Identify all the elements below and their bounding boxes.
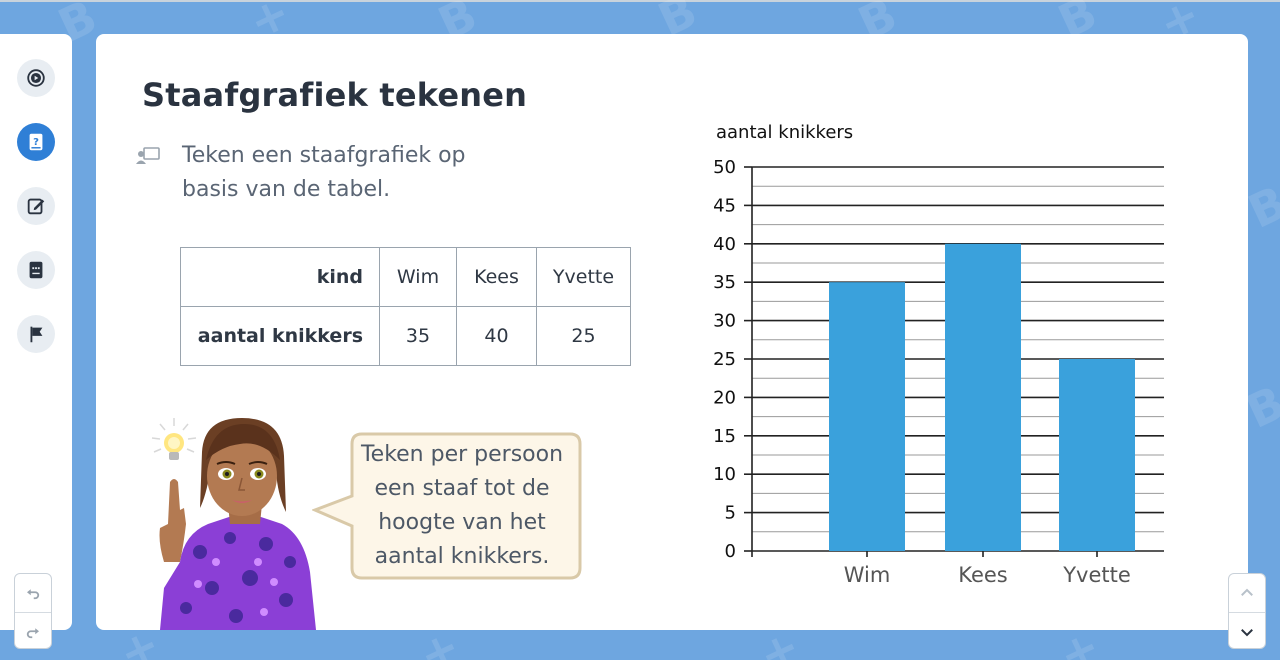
keyboard-book-icon xyxy=(29,261,43,279)
chevron-down-icon xyxy=(1241,628,1253,636)
girl-illustration xyxy=(151,418,316,630)
question-book-icon: ? xyxy=(29,133,43,151)
table-cell-name: Yvette xyxy=(536,247,631,307)
table-row: aantal knikkers 35 40 25 xyxy=(180,306,631,366)
table-row: kind Wim Kees Yvette xyxy=(180,247,631,307)
x-tick-label: Kees xyxy=(958,563,1008,587)
bar-kees xyxy=(945,243,1021,552)
y-tick-label: 50 xyxy=(713,157,736,178)
sidebar-item-play[interactable] xyxy=(17,59,55,97)
top-border xyxy=(0,0,1280,2)
undo-icon xyxy=(27,589,40,600)
speech-bubble-text: Teken per persoon een staaf tot de hoogt… xyxy=(360,442,564,569)
bar-wim xyxy=(829,282,905,551)
scroll-up-button[interactable] xyxy=(1229,574,1265,612)
sidebar-item-book[interactable] xyxy=(17,251,55,289)
y-tick-label: 10 xyxy=(713,464,736,485)
y-tick-label: 25 xyxy=(713,349,736,370)
table-cell-value: 40 xyxy=(456,306,537,366)
scroll-buttons xyxy=(1228,573,1266,649)
scroll-down-button[interactable] xyxy=(1229,612,1265,650)
chevron-up-icon xyxy=(1241,588,1253,596)
y-tick-label: 20 xyxy=(713,387,736,408)
table-header-count: aantal knikkers xyxy=(180,306,380,366)
play-circle-icon xyxy=(27,69,45,87)
flag-icon xyxy=(30,326,43,343)
undo-button[interactable] xyxy=(15,574,51,612)
y-tick-label: 15 xyxy=(713,426,736,447)
undo-redo-group xyxy=(14,573,52,649)
table-cell-name: Kees xyxy=(456,247,537,307)
data-table: kind Wim Kees Yvette aantal knikkers 35 … xyxy=(180,247,631,366)
y-tick-label: 35 xyxy=(713,272,736,293)
sidebar-item-question[interactable]: ? xyxy=(17,123,55,161)
lightbulb-icon xyxy=(151,418,197,460)
table-cell-value: 35 xyxy=(379,306,457,366)
page-title: Staafgrafiek tekenen xyxy=(142,76,528,114)
bar-chart: aantal knikkers 0 5 10 15 20 25 30 35 40 45 50 Wim… xyxy=(713,122,1164,587)
bar-yvette xyxy=(1059,359,1135,551)
y-tick-label: 40 xyxy=(713,234,736,255)
speech-bubble xyxy=(312,432,582,580)
sidebar: ? xyxy=(0,34,72,630)
x-tick-label: Yvette xyxy=(1062,563,1131,587)
y-axis-label: aantal knikkers xyxy=(716,122,853,143)
redo-button[interactable] xyxy=(15,612,51,650)
table-cell-name: Wim xyxy=(379,247,457,307)
table-header-kind: kind xyxy=(180,247,380,307)
sidebar-item-edit[interactable] xyxy=(17,187,55,225)
y-tick-label: 0 xyxy=(725,541,736,562)
table-cell-value: 25 xyxy=(536,306,631,366)
y-tick-label: 45 xyxy=(713,195,736,216)
instruction-text: Teken een staafgrafiek op basis van de t… xyxy=(182,143,466,202)
x-tick-label: Wim xyxy=(844,563,891,587)
instruction-icon xyxy=(136,147,160,164)
edit-note-icon xyxy=(27,198,45,215)
svg-text:?: ? xyxy=(33,137,39,148)
y-tick-label: 30 xyxy=(713,311,736,332)
y-tick-label: 5 xyxy=(725,503,736,524)
sidebar-item-flag[interactable] xyxy=(17,315,55,353)
redo-icon xyxy=(26,627,39,638)
